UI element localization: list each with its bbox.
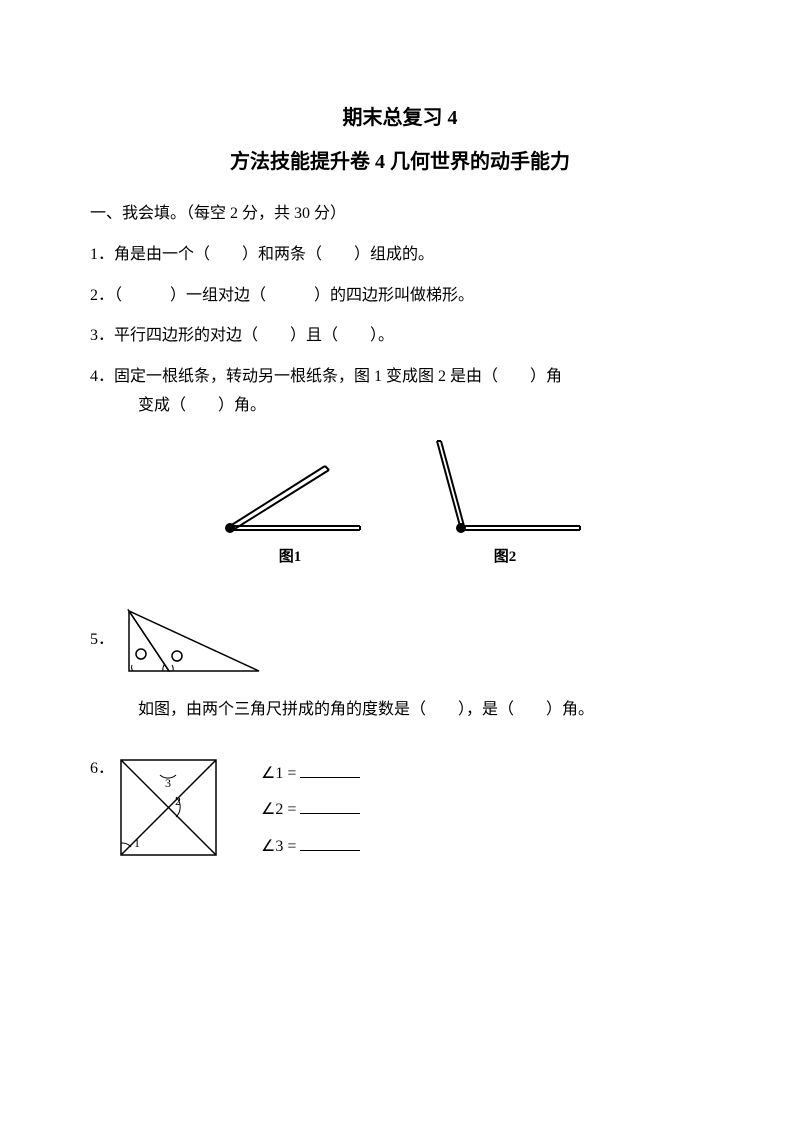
page-subtitle: 方法技能提升卷 4 几何世界的动手能力	[90, 144, 710, 180]
q4-figures: 图1 图2	[90, 436, 710, 571]
question-3: 3．平行四边形的对边（ ）且（ ）。	[90, 322, 710, 351]
angle-2-label: ∠2 =	[261, 796, 296, 825]
q6-answers: ∠1 = ∠2 = ∠3 =	[261, 755, 360, 862]
blank-line	[300, 850, 360, 851]
q4-text-line2: 变成（ ）角。	[90, 392, 710, 421]
fig1-label: 图1	[279, 544, 302, 571]
q6-answer-1: ∠1 =	[261, 760, 360, 789]
angle-obtuse-icon	[425, 436, 585, 536]
section-1-header: 一、我会填。（每空 2 分，共 30 分）	[90, 200, 710, 229]
q6-number: 6．	[90, 755, 114, 784]
figure-1: 图1	[215, 456, 365, 571]
question-2: 2．（ ）一组对边（ ）的四边形叫做梯形。	[90, 282, 710, 311]
blank-line	[300, 777, 360, 778]
page-title: 期末总复习 4	[90, 100, 710, 136]
q1-text: 1．角是由一个（ ）和两条（ ）组成的。	[90, 241, 710, 270]
q5-number: 5．	[90, 626, 114, 655]
q4-text-line1: 4．固定一根纸条，转动另一根纸条，图 1 变成图 2 是由（ ）角	[90, 363, 710, 392]
q6-answer-2: ∠2 =	[261, 796, 360, 825]
question-6: 6． 3 2 1 ∠1 = ∠2 = ∠3 =	[90, 755, 710, 862]
figure-2: 图2	[425, 436, 585, 571]
q6-answer-3: ∠3 =	[261, 833, 360, 862]
svg-text:1: 1	[134, 836, 140, 850]
angle-3-label: ∠3 =	[261, 833, 296, 862]
question-1: 1．角是由一个（ ）和两条（ ）组成的。	[90, 241, 710, 270]
q5-text: 如图，由两个三角尺拼成的角的度数是（ ），是（ ）角。	[90, 696, 710, 725]
triangle-rulers-icon	[119, 601, 269, 691]
q3-text: 3．平行四边形的对边（ ）且（ ）。	[90, 322, 710, 351]
q2-text: 2．（ ）一组对边（ ）的四边形叫做梯形。	[90, 282, 710, 311]
fig2-label: 图2	[494, 544, 517, 571]
blank-line	[300, 813, 360, 814]
square-diagonals-icon: 3 2 1	[116, 755, 221, 860]
angle-1-label: ∠1 =	[261, 760, 296, 789]
question-4: 4．固定一根纸条，转动另一根纸条，图 1 变成图 2 是由（ ）角 变成（ ）角…	[90, 363, 710, 421]
angle-acute-icon	[215, 456, 365, 536]
question-5: 5． 如图，由两个三角尺拼成的角的度数是（ ），是（ ）角。	[90, 601, 710, 725]
